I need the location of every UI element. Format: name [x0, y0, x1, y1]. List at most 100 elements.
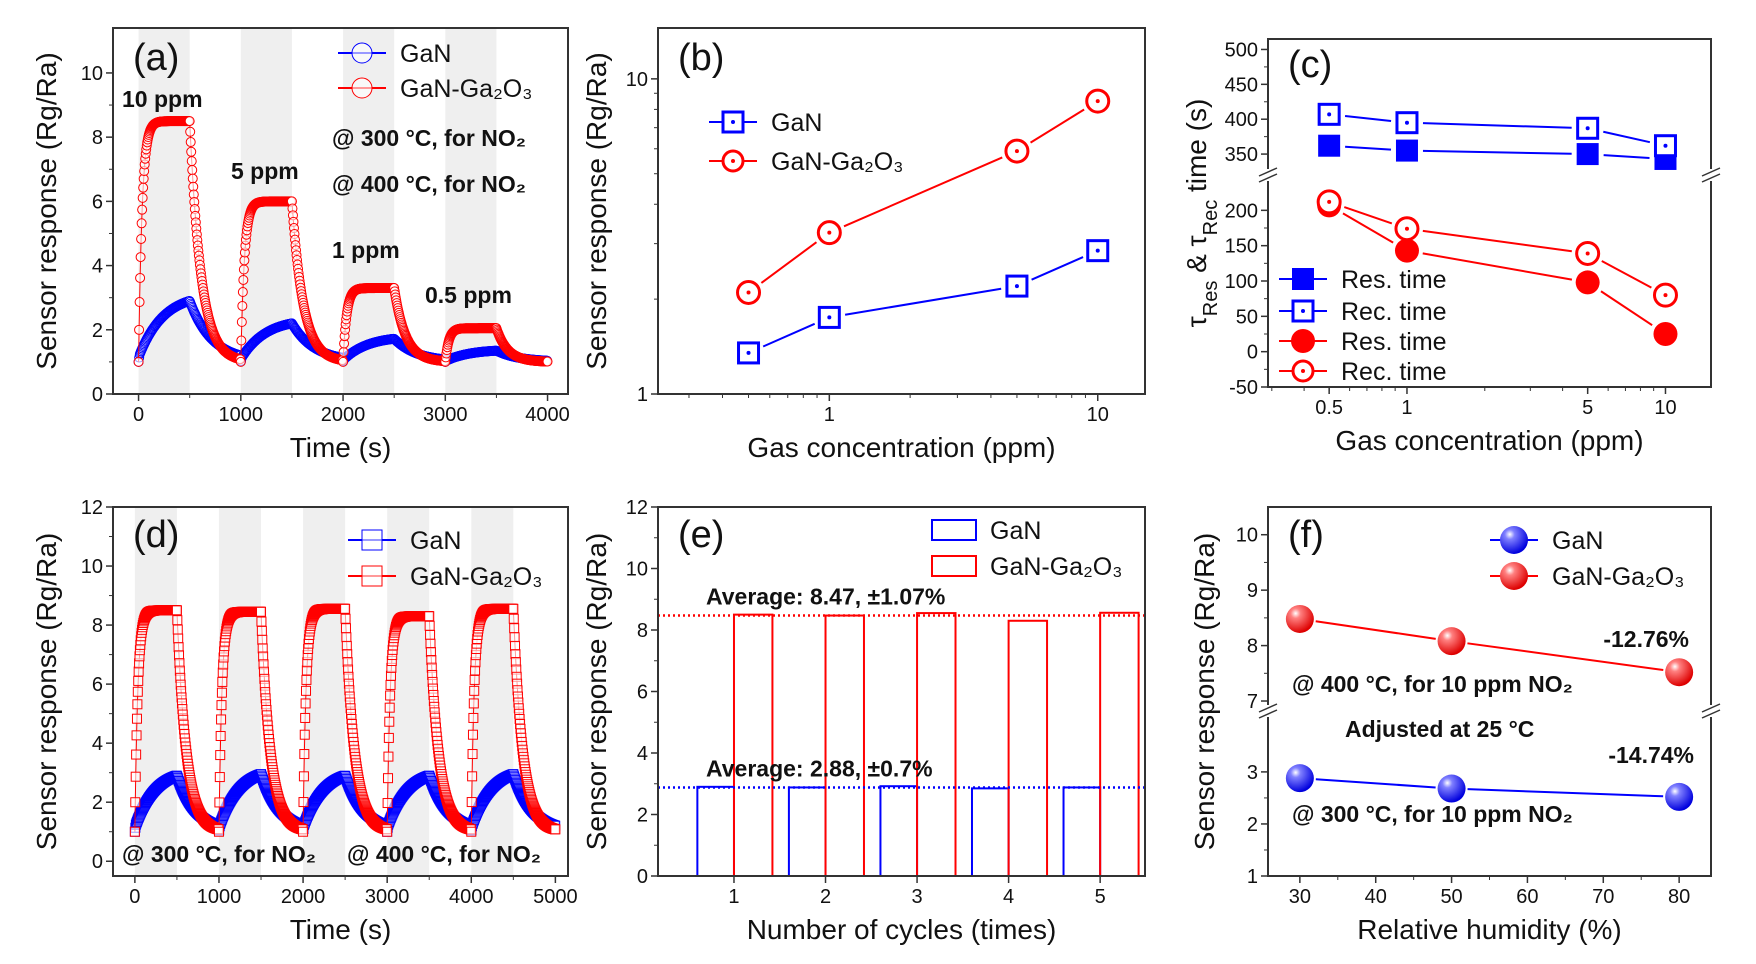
x-tick-label: 1	[728, 886, 739, 908]
marker-dot	[827, 230, 832, 235]
data-point	[134, 297, 145, 308]
data-point	[1085, 88, 1111, 114]
data-point	[468, 698, 479, 709]
y-tick-label: 8	[637, 620, 648, 642]
marker-dot	[731, 159, 735, 163]
y-tick-label: 10	[626, 559, 648, 581]
data-point	[256, 616, 267, 627]
data-point	[510, 640, 521, 651]
data-point	[1652, 282, 1678, 308]
data-point	[1575, 270, 1600, 295]
series-line-segment	[1342, 212, 1394, 244]
x-tick-label: 3	[911, 886, 922, 908]
marker-dot	[1663, 293, 1668, 298]
data-point	[384, 702, 395, 713]
plot-frame	[657, 27, 1146, 395]
data-point	[186, 146, 197, 157]
x-tick-label: 30	[1289, 886, 1311, 908]
data-point	[1437, 627, 1466, 656]
y-tick-label: 8	[92, 615, 103, 637]
panel-label: (f)	[1288, 514, 1324, 556]
data-point	[237, 287, 248, 298]
panel-d: 0 1000 2000 3000 4000 5000 0 2 4 6 8 10 12 Time (s) Se…	[31, 497, 578, 945]
data-point	[338, 356, 349, 367]
data-point	[1086, 239, 1110, 263]
data-point	[172, 624, 183, 635]
data-point	[132, 686, 143, 697]
data-point	[298, 797, 309, 808]
series-line-segment	[1422, 229, 1572, 253]
y-tick-label: 400	[1225, 109, 1258, 131]
concentration-label: 5 ppm	[231, 158, 299, 184]
data-point	[469, 685, 480, 696]
legend-label: Rec. time	[1341, 298, 1447, 326]
data-point	[256, 606, 267, 617]
y-axis-title-part: & τ	[1181, 235, 1212, 280]
data-point	[300, 698, 311, 709]
concentration-label: 10 ppm	[122, 86, 203, 112]
y-tick-label: 2	[1247, 814, 1258, 836]
data-point	[1395, 139, 1418, 162]
legend-gan-ga2o3: GaN-Ga₂O₃	[348, 563, 542, 591]
data-point	[300, 712, 311, 723]
x-tick-label: 0.5	[1315, 397, 1343, 419]
y-tick-label: 0	[92, 851, 103, 873]
data-point	[382, 826, 393, 837]
y-tick-label: 4	[92, 733, 103, 755]
legend-label: Res. time	[1341, 266, 1447, 294]
marker-dot	[1014, 149, 1019, 154]
marker-dot	[1404, 120, 1409, 125]
data-point	[1653, 134, 1677, 158]
y-tick-label: 10	[81, 556, 103, 578]
y-tick-label: 10	[626, 69, 648, 91]
condition-label-gan-ga2o3: @ 400 °C, for 10 ppm NO₂	[1292, 671, 1573, 697]
series-line-segment	[1603, 130, 1651, 144]
bar-gan-ga2o3	[1007, 619, 1049, 878]
panel-label: (d)	[133, 514, 179, 556]
series-0	[1318, 134, 1677, 170]
data-point	[135, 252, 146, 263]
y-tick-label: 2	[92, 792, 103, 814]
data-point	[509, 632, 520, 643]
x-tick-label: 10	[1654, 397, 1676, 419]
data-point	[131, 730, 142, 741]
legend-1: Rec. time	[1279, 298, 1447, 326]
panel-label: (a)	[133, 37, 179, 79]
marker-dot	[1327, 112, 1332, 117]
data-point	[425, 629, 436, 640]
data-point	[138, 182, 149, 193]
y-tick-label: 9	[1247, 580, 1258, 602]
legend-gan-ga2o3: GaN-Ga₂O₃	[709, 148, 903, 176]
y-tick-label: 10	[1236, 525, 1258, 547]
data-point	[385, 690, 396, 701]
series-line-segment	[1422, 122, 1572, 129]
data-point	[338, 347, 349, 358]
legend-label: GaN-Ga₂O₃	[1552, 563, 1684, 591]
series-line-segment	[1603, 154, 1650, 159]
data-point	[542, 356, 553, 367]
data-point	[816, 220, 842, 246]
panel-b: 1 10 1 10 Gas concentration (ppm) Sensor resp…	[581, 27, 1146, 463]
data-point	[132, 699, 143, 710]
y-tick-label: 1	[1247, 866, 1258, 888]
y-tick-label: 2	[637, 805, 648, 827]
y-tick-label: 6	[92, 191, 103, 213]
data-point	[425, 638, 436, 649]
legend-gan-ga2o3: GaN-Ga₂O₃	[1490, 562, 1684, 591]
bar-gan-ga2o3	[916, 612, 957, 878]
panel-label: (e)	[678, 514, 724, 556]
panel-e: Average: 8.47, ±1.07% Average: 2.88, ±0.7…	[581, 497, 1146, 945]
y-axis-title-subscript: Res	[1200, 281, 1222, 317]
y-tick-label: 200	[1225, 200, 1258, 222]
legend-marker	[721, 149, 745, 173]
data-point	[470, 665, 481, 676]
data-point	[238, 274, 249, 285]
data-point	[213, 826, 224, 837]
data-point	[186, 156, 197, 167]
data-point	[235, 356, 246, 367]
data-point	[257, 634, 268, 645]
data-point	[509, 623, 520, 634]
data-point	[236, 335, 247, 346]
data-point	[1005, 274, 1029, 298]
condition-label-gan: @ 300 °C, for NO₂	[332, 125, 526, 151]
